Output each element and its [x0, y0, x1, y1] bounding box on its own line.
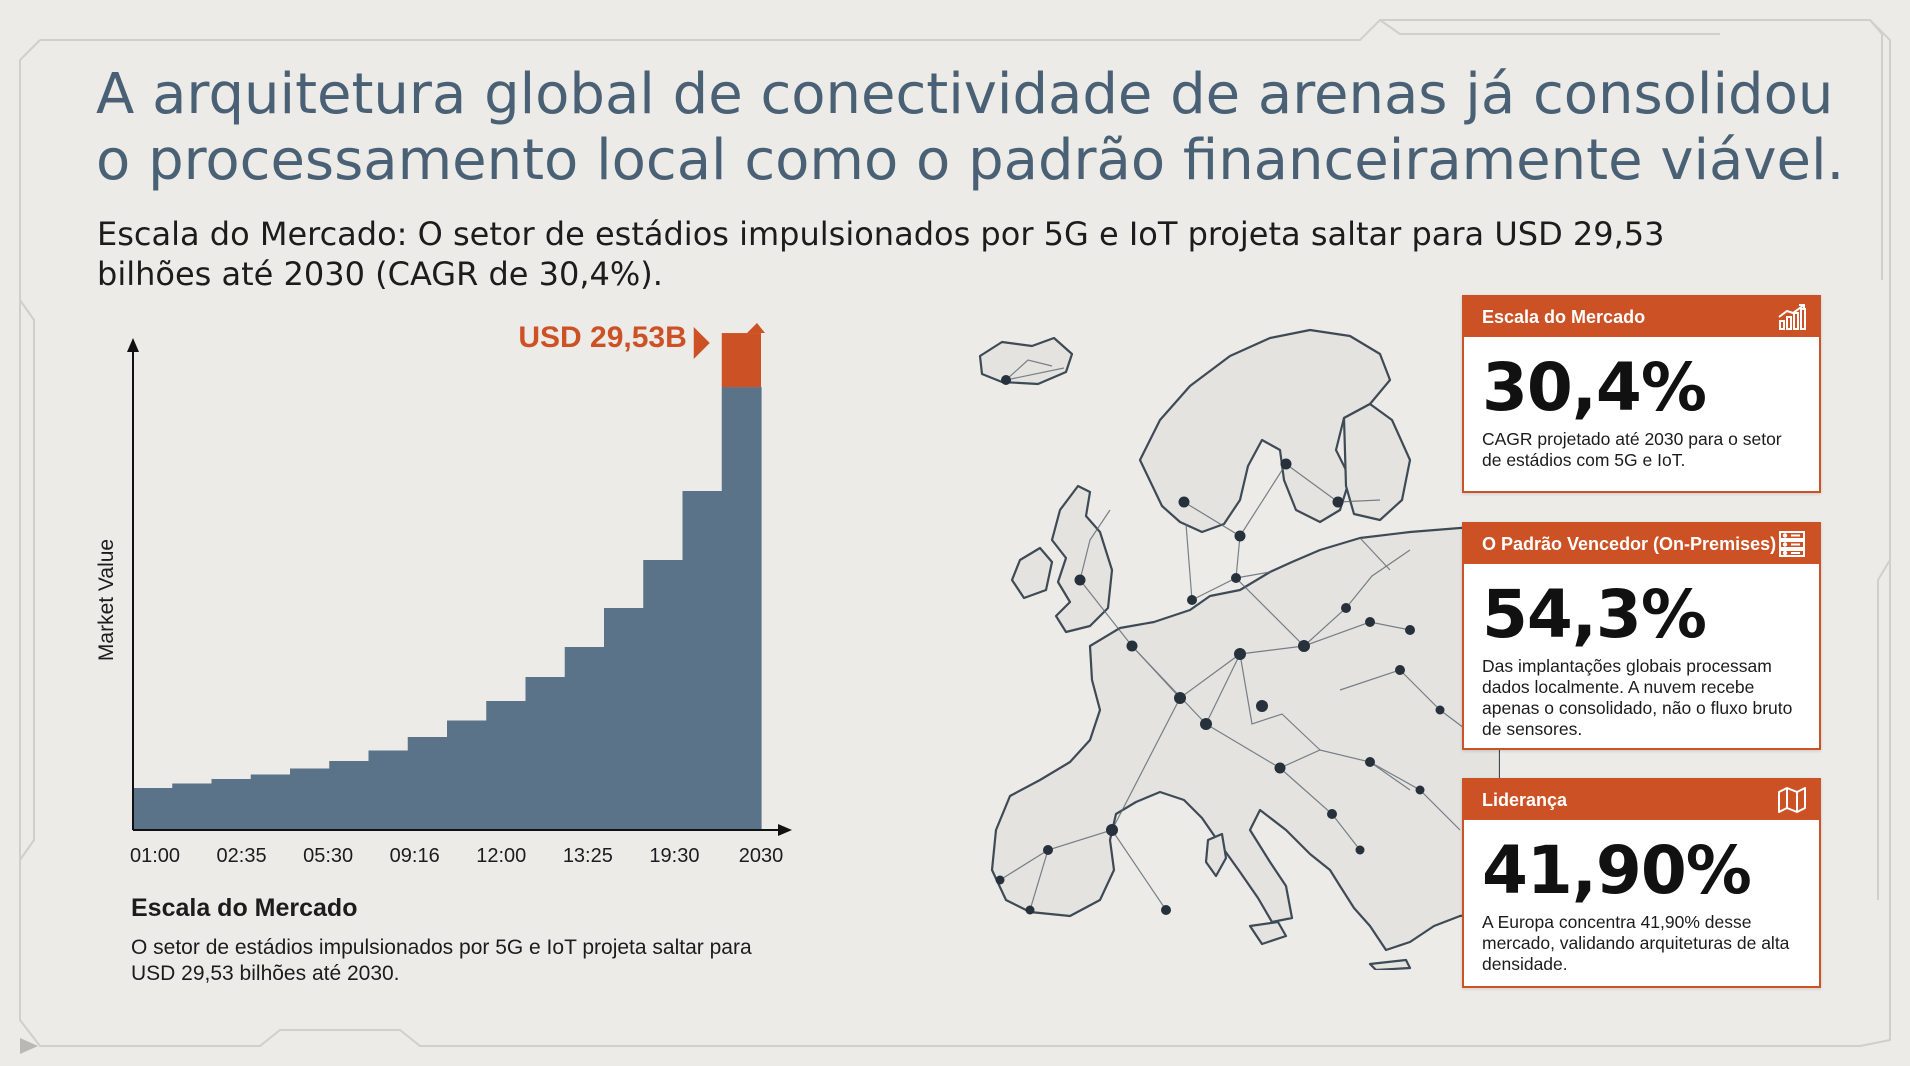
chart-bar [250, 774, 291, 830]
chart-bar [486, 701, 527, 830]
server-icon [1779, 531, 1805, 557]
leadership-value: 41,90% [1482, 832, 1752, 909]
x-tick-label: 12:00 [476, 845, 526, 867]
leadership-text: A Europa concentra 41,90% desse mercado,… [1482, 912, 1790, 974]
chart-bar [290, 768, 330, 830]
on-premises-text: Das implantações globais processam dados… [1482, 656, 1793, 739]
chart-bar [721, 387, 762, 830]
x-tick-label: 09:16 [390, 845, 440, 867]
x-tick-label: 19:30 [649, 845, 699, 867]
ireland-shape [1010, 546, 1054, 600]
chart-bar [172, 783, 213, 830]
sicily-shape [1248, 920, 1288, 946]
y-axis-label: Market Value [95, 539, 118, 661]
on-premises-card-title: O Padrão Vencedor (On-Premises) [1482, 533, 1777, 554]
chart-bar [407, 737, 448, 830]
scandinavia-shape [1138, 328, 1392, 534]
x-tick-label: 01:00 [130, 845, 180, 867]
chart-bar [133, 788, 173, 830]
chart-bar [329, 761, 370, 830]
chart-bar [643, 560, 684, 830]
leadership-card: Liderança 41,90% A Europa concentra 41,9… [1462, 778, 1821, 988]
finland-shape [1342, 402, 1412, 522]
highlight-label-arrow [693, 327, 710, 360]
highlight-label: USD 29,53B [518, 321, 686, 354]
market-scale-card: Escala do Mercado 30,4% CAGR projetado a… [1462, 295, 1821, 493]
chart-bar [604, 608, 644, 830]
page-subheadline: Escala do Mercado: O setor de estádios i… [97, 215, 1665, 293]
on-premises-value: 54,3% [1482, 576, 1707, 653]
crete-shape [1368, 958, 1412, 970]
chart-bar [211, 779, 252, 830]
chart-bar [447, 720, 487, 830]
x-tick-label: 2030 [739, 845, 784, 867]
chart-bar [564, 647, 605, 830]
market-scale-card-title: Escala do Mercado [1482, 306, 1646, 327]
chart-bar [682, 491, 723, 830]
highlight-corner-arrow [747, 323, 765, 334]
x-tick-label: 13:25 [563, 845, 613, 867]
on-premises-card: O Padrão Vencedor (On-Premises) 54,3% Da… [1462, 522, 1821, 750]
x-axis-arrow [778, 824, 792, 836]
europe-network-map [978, 328, 1500, 970]
leadership-card-title: Liderança [1482, 789, 1568, 810]
market-scale-value: 30,4% [1482, 349, 1707, 426]
chart-caption-text: O setor de estádios impulsionados por 5G… [131, 936, 752, 985]
british-isles-shape [1050, 484, 1114, 634]
chart-bar [525, 677, 566, 830]
leadership-card-header: Liderança [1464, 780, 1819, 820]
y-axis-arrow [127, 338, 139, 352]
on-premises-card-header: O Padrão Vencedor (On-Premises) [1464, 524, 1819, 564]
map-icon [1778, 787, 1806, 813]
chart-highlight-bar [721, 333, 761, 388]
chart-caption: Escala do Mercado O setor de estádios im… [131, 894, 771, 987]
x-tick-label: 02:35 [217, 845, 267, 867]
sardinia-shape [1204, 832, 1228, 878]
market-scale-card-header: Escala do Mercado [1464, 297, 1819, 337]
chart-bar [368, 750, 409, 830]
market-value-chart: USD 29,53B Market Value 01:00 02:35 05:30 09:… [95, 321, 792, 867]
page-headline: A arquitetura global de conectividade de… [96, 62, 1845, 193]
market-scale-text: CAGR projetado até 2030 para o setor de … [1482, 429, 1782, 470]
iceland-shape [978, 336, 1074, 386]
continent-shape [990, 524, 1500, 952]
x-tick-label: 05:30 [303, 845, 353, 867]
growth-chart-icon [1778, 304, 1806, 330]
chart-caption-title: Escala do Mercado [131, 894, 358, 922]
